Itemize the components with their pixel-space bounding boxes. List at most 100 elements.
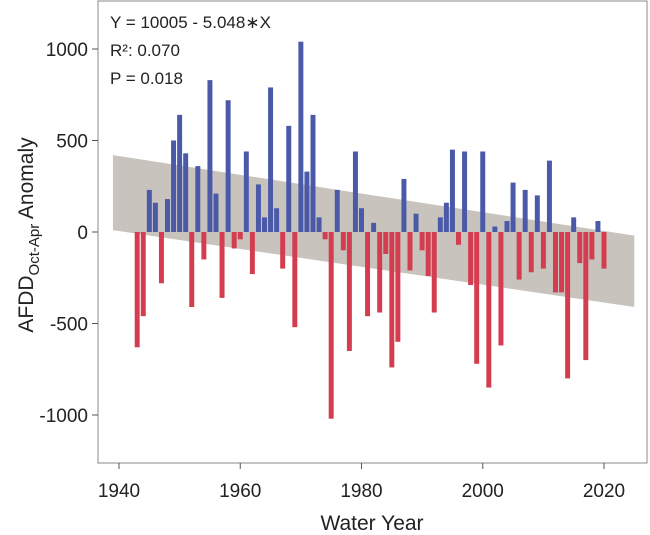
bar-2003: [498, 232, 504, 346]
y-tick-label: -1000: [39, 406, 88, 427]
bar-2000: [480, 151, 486, 232]
bar-2015: [571, 217, 577, 232]
x-tick-label: 1940: [98, 481, 140, 502]
bar-1992: [431, 232, 437, 313]
y-tick-label: 1000: [46, 40, 88, 61]
bar-1970: [298, 41, 304, 233]
x-axis-title: Water Year: [320, 512, 423, 535]
bar-1950: [177, 114, 183, 232]
bar-1975: [328, 232, 334, 419]
y-axis-title-subscript: Oct-Apr: [26, 224, 43, 276]
bar-1977: [340, 232, 346, 251]
bar-2013: [559, 232, 565, 293]
bar-2010: [540, 232, 546, 269]
regression-annotation: Y = 10005 - 5.048∗X R²: 0.070 P = 0.018: [110, 13, 271, 88]
x-tick-label: 2000: [462, 481, 504, 502]
bar-2008: [528, 232, 534, 273]
bar-1971: [304, 171, 310, 232]
bar-1979: [352, 151, 358, 232]
bar-1993: [437, 217, 443, 232]
x-tick-label: 1960: [219, 481, 261, 502]
y-tick-label: 0: [77, 223, 88, 244]
bar-2011: [546, 160, 552, 232]
bar-1948: [165, 199, 170, 232]
y-axis-title: AFDDOct-Apr Anomaly: [15, 137, 43, 333]
bar-1952: [189, 232, 195, 308]
p-value-label: P = 0.018: [110, 69, 183, 88]
bar-1983: [377, 232, 383, 313]
bar-1988: [407, 232, 413, 271]
bar-1961: [243, 151, 249, 232]
bar-1990: [419, 232, 425, 251]
bar-1974: [322, 232, 328, 240]
bar-1985: [389, 232, 395, 368]
bar-1968: [286, 125, 292, 232]
bar-2002: [492, 226, 498, 232]
bar-2004: [504, 221, 510, 232]
bar-1943: [134, 232, 140, 348]
bar-1976: [334, 189, 340, 232]
bar-1986: [395, 232, 401, 342]
bar-2017: [583, 232, 589, 361]
bar-1949: [171, 140, 177, 232]
bar-1954: [201, 232, 207, 260]
bar-1972: [310, 114, 316, 232]
bar-1965: [268, 87, 274, 233]
bar-1945: [146, 189, 152, 232]
y-axis-title-main: AFDD: [15, 275, 38, 332]
bar-1946: [152, 202, 158, 232]
bar-2019: [595, 221, 601, 232]
axes-layer: 1940 1960 1980 2000 2020 1000 500 0 -500 -1000: [39, 40, 625, 502]
bar-1989: [413, 213, 419, 232]
bar-1947: [158, 232, 164, 284]
regression-equation: Y = 10005 - 5.048∗X: [110, 13, 271, 32]
bar-1994: [443, 202, 449, 232]
bar-1959: [231, 232, 237, 249]
bar-1997: [462, 151, 468, 232]
x-tick-label: 2020: [583, 481, 625, 502]
bar-1951: [183, 153, 189, 232]
bar-1958: [225, 100, 231, 233]
bar-1964: [262, 217, 267, 232]
bar-1978: [346, 232, 352, 351]
y-axis-title-suffix: Anomaly: [15, 137, 38, 219]
y-tick-label: -500: [50, 315, 88, 336]
r-squared-label: R²: 0.070: [110, 41, 180, 60]
bar-1998: [468, 232, 474, 286]
x-tick-label: 1980: [340, 481, 382, 502]
bar-1960: [237, 232, 243, 240]
bar-1966: [274, 208, 280, 232]
bar-1955: [207, 80, 213, 232]
bar-1963: [255, 184, 261, 232]
y-tick-label: 500: [56, 132, 88, 153]
bar-1944: [140, 232, 146, 317]
bar-1956: [213, 193, 219, 232]
bar-1967: [280, 232, 286, 269]
bar-1995: [449, 149, 455, 232]
bar-2009: [534, 195, 540, 232]
bar-2016: [577, 232, 583, 264]
bar-2018: [589, 232, 595, 260]
bars-layer: [134, 41, 607, 419]
bar-1973: [316, 217, 322, 232]
bar-1969: [292, 232, 298, 328]
bar-1957: [219, 232, 225, 298]
bar-1981: [365, 232, 371, 317]
bar-1996: [456, 232, 461, 245]
bar-2012: [553, 232, 558, 293]
bar-2014: [565, 232, 571, 379]
bar-2006: [516, 232, 522, 280]
bar-1984: [383, 232, 389, 254]
bar-2007: [522, 189, 528, 232]
bar-1980: [359, 208, 364, 232]
bar-1962: [249, 232, 255, 275]
bar-2001: [486, 232, 492, 388]
bar-2020: [601, 232, 607, 269]
bar-1953: [195, 166, 201, 232]
bar-1982: [371, 222, 377, 232]
bar-1991: [425, 232, 431, 276]
bar-1999: [474, 232, 480, 364]
bar-1987: [401, 178, 407, 232]
bar-2005: [510, 182, 516, 232]
